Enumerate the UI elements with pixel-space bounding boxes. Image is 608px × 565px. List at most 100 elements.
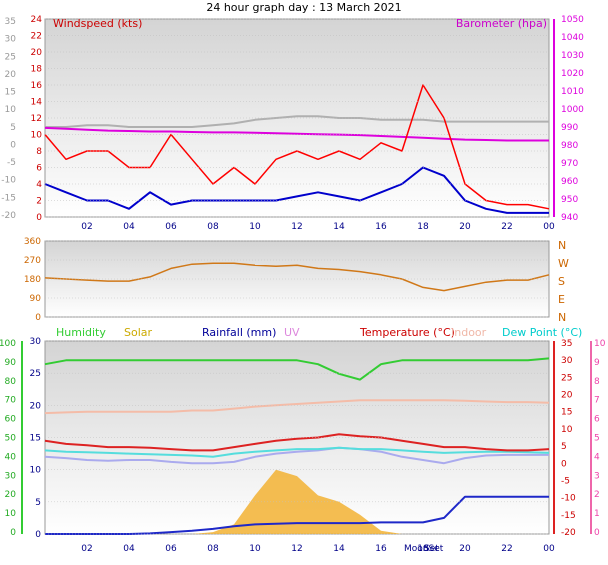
wind-x-tick-label: 02 — [81, 222, 92, 232]
baro-tick-label: 1020 — [561, 69, 584, 79]
temp-right-tick-label: -15 — [561, 511, 576, 521]
wind-left-outer-tick: 0 — [10, 140, 16, 150]
wind-left-outer-tick: 20 — [5, 70, 17, 80]
wind-tick-label: 18 — [31, 65, 43, 75]
set-label: Set — [424, 544, 439, 554]
prev-barometer-line — [45, 115, 549, 128]
temp-x-tick-label: 08 — [207, 544, 219, 554]
uv-tick-label: 4 — [594, 452, 600, 462]
humidity-line — [44, 357, 550, 381]
humidity-tick-label: 60 — [5, 415, 17, 425]
temp-x-tick-label: 10 — [249, 544, 261, 554]
barometer-line — [44, 126, 549, 142]
baro-tick-label: 960 — [561, 177, 578, 187]
feels-like-line — [44, 446, 549, 465]
wind-direction-line — [44, 262, 550, 292]
baro-tick-label: 980 — [561, 141, 578, 151]
wind-x-tick-label: 08 — [207, 222, 219, 232]
moonset-label: MoonSet — [404, 544, 444, 554]
temp-x-tick-label: 00 — [543, 544, 555, 554]
uv-tick-label: 7 — [594, 396, 600, 406]
wind-tick-label: 20 — [31, 48, 43, 58]
baro-tick-label: 1000 — [561, 105, 584, 115]
temp-x-tick-label: 02 — [81, 544, 92, 554]
uv-tick-label: 8 — [594, 377, 600, 387]
humidity-tick-label: 20 — [5, 490, 17, 500]
temp-right-tick-label: 25 — [561, 373, 572, 383]
wind-left-outer-tick: -20 — [1, 211, 16, 221]
legend-label: Temperature (°C) — [359, 326, 455, 339]
temp-right-tick-label: 15 — [561, 408, 572, 418]
humidity-tick-label: 30 — [5, 471, 17, 481]
humidity-tick-label: 50 — [5, 434, 17, 444]
indoor-temp-line — [44, 399, 550, 415]
wind-x-tick-label: 06 — [165, 222, 177, 232]
baro-tick-label: 1040 — [561, 33, 584, 43]
baro-title: Barometer (hpa) — [456, 17, 547, 30]
humidity-tick-label: 70 — [5, 396, 17, 406]
temp-right-tick-label: 30 — [561, 356, 573, 366]
dewpoint-line — [44, 446, 550, 458]
temp-right-tick-label: 20 — [561, 391, 573, 401]
direction-tick-label: 180 — [24, 275, 41, 285]
temp-inner-tick-label: 15 — [30, 434, 41, 444]
wind-tick-label: 4 — [36, 180, 42, 190]
legend-label: Dew Point (°C) — [502, 326, 582, 339]
wind-tick-label: 24 — [31, 15, 43, 25]
legend-label: Rainfall (mm) — [202, 326, 276, 339]
humidity-tick-label: 10 — [5, 509, 17, 519]
wind-tick-label: 2 — [36, 197, 42, 207]
temp-x-tick-label: 16 — [375, 544, 387, 554]
uv-tick-label: 3 — [594, 471, 600, 481]
wind-x-tick-label: 20 — [459, 222, 471, 232]
direction-tick-label: 360 — [24, 237, 41, 247]
uv-tick-label: 5 — [594, 434, 600, 444]
temp-right-tick-label: 10 — [561, 425, 573, 435]
temp-right-tick-label: 0 — [561, 459, 567, 469]
wind-left-outer-tick: 15 — [5, 88, 16, 98]
wind-x-tick-label: 10 — [249, 222, 261, 232]
wind-tick-label: 12 — [31, 114, 42, 124]
temp-x-tick-label: 20 — [459, 544, 471, 554]
legend-label: UV — [284, 326, 300, 339]
baro-tick-label: 1010 — [561, 87, 584, 97]
legend-label: Humidity — [56, 326, 106, 339]
wind-tick-label: 0 — [36, 213, 42, 223]
wind-left-outer-tick: 10 — [5, 105, 17, 115]
temp-x-tick-label: 14 — [333, 544, 345, 554]
wind-tick-label: 14 — [31, 98, 43, 108]
temp-inner-tick-label: 30 — [30, 337, 42, 347]
direction-tick-label: 0 — [35, 313, 41, 323]
baro-tick-label: 970 — [561, 159, 578, 169]
temp-x-tick-label: 12 — [291, 544, 302, 554]
temperature-line — [44, 433, 550, 452]
wind-tick-label: 16 — [31, 81, 43, 91]
wind-x-tick-label: 04 — [123, 222, 135, 232]
humidity-tick-label: 0 — [10, 528, 16, 538]
baro-tick-label: 1050 — [561, 15, 584, 25]
legend-label: Indoor — [451, 326, 487, 339]
legend-label: Solar — [124, 326, 153, 339]
wind-left-outer-tick: -5 — [7, 158, 16, 168]
wind-tick-label: 10 — [31, 131, 43, 141]
wind-x-tick-label: 22 — [501, 222, 512, 232]
temp-inner-tick-label: 10 — [30, 466, 42, 476]
direction-compass-label: W — [558, 257, 569, 270]
temp-inner-tick-label: 0 — [35, 530, 41, 540]
direction-compass-label: S — [558, 275, 565, 288]
temp-inner-tick-label: 25 — [30, 369, 41, 379]
temp-x-tick-label: 22 — [501, 544, 512, 554]
wind-left-outer-tick: 25 — [5, 52, 16, 62]
wind-left-outer-tick: 5 — [10, 123, 16, 133]
wind-left-outer-tick: -10 — [1, 176, 16, 186]
uv-tick-label: 6 — [594, 415, 600, 425]
wind-left-outer-tick: -15 — [1, 193, 16, 203]
wind-x-tick-label: 16 — [375, 222, 387, 232]
temp-right-tick-label: 5 — [561, 442, 567, 452]
temp-x-tick-label: 18 — [417, 544, 429, 554]
direction-compass-label: N — [558, 311, 566, 324]
temp-right-tick-label: 35 — [561, 339, 572, 349]
temp-inner-tick-label: 5 — [35, 498, 41, 508]
